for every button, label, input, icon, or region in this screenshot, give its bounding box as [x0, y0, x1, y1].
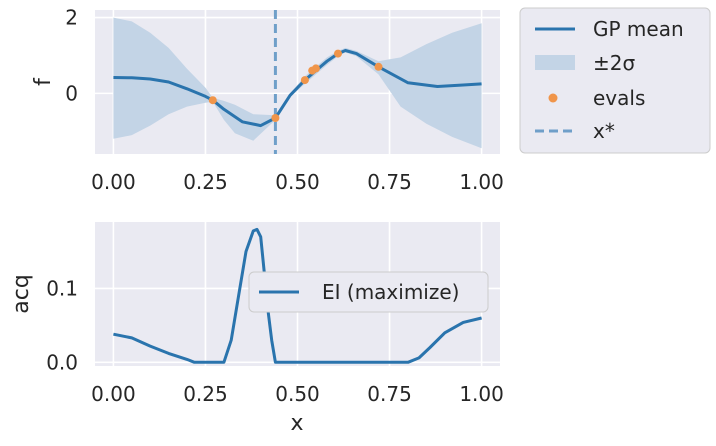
y-tick-label: 0.0 [46, 350, 78, 374]
bottom-y-ticklabels: 0.0 0.1 [46, 276, 78, 374]
bottom-x-ticklabels: 0.00 0.25 0.50 0.75 1.00 [91, 382, 504, 406]
bottom-legend-frame [248, 271, 489, 313]
legend-label-evals: evals [593, 86, 645, 110]
x-tick-label: 0.50 [275, 382, 320, 406]
legend-label-ei: EI (maximize) [322, 280, 459, 304]
legend-swatch-evals [548, 93, 558, 103]
bottom-axes: 0.00 0.25 0.50 0.75 1.00 0.0 0.1 acq x [9, 222, 504, 436]
x-tick-label: 0.50 [275, 170, 320, 194]
top-axes: 0.00 0.25 0.50 0.75 1.00 02 f [31, 6, 504, 194]
top-legend-frame [519, 7, 711, 154]
y-tick-label: 2 [65, 6, 78, 30]
top-mean-line-layer [113, 49, 482, 128]
x-tick-label: 0.75 [367, 170, 412, 194]
ei-line [113, 227, 482, 364]
top-y-ticklabels: 02 [65, 6, 78, 106]
y-tick-label: 0.1 [46, 276, 78, 300]
x-tick-label: 0.25 [183, 382, 228, 406]
top-legend: GP mean ±2σ evals x* [519, 7, 711, 154]
eval-point [300, 76, 309, 85]
top-x-ticklabels: 0.00 0.25 0.50 0.75 1.00 [91, 170, 504, 194]
legend-label-xstar: x* [593, 119, 615, 143]
eval-point [271, 114, 280, 122]
bottom-y-axis-label: acq [9, 274, 34, 314]
eval-point [374, 62, 383, 71]
bottom-x-axis-label: x [290, 411, 303, 436]
eval-point [208, 96, 217, 105]
x-tick-label: 0.00 [91, 382, 136, 406]
bottom-ei-line-layer [113, 227, 482, 364]
x-tick-label: 0.00 [91, 170, 136, 194]
x-tick-label: 1.00 [459, 170, 504, 194]
bottom-legend: EI (maximize) [248, 271, 489, 313]
gp-mean-line [113, 49, 482, 128]
eval-point [334, 49, 342, 58]
x-tick-label: 0.75 [367, 382, 412, 406]
y-tick-label: 0 [65, 81, 78, 105]
legend-swatch-band [535, 55, 575, 70]
x-tick-label: 1.00 [459, 382, 504, 406]
eval-point [311, 64, 320, 73]
legend-label-band: ±2σ [593, 51, 635, 75]
legend-label-gp-mean: GP mean [593, 17, 684, 41]
top-y-axis-label: f [31, 77, 56, 86]
x-tick-label: 0.25 [183, 170, 228, 194]
top-evals-layer [208, 49, 383, 122]
